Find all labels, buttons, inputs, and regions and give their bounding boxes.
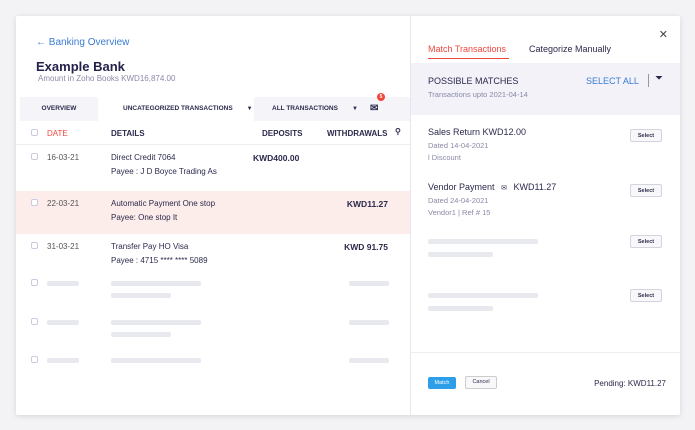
- skeleton: [47, 281, 79, 286]
- cancel-button[interactable]: Cancel: [465, 376, 497, 389]
- badge-count: 5: [377, 93, 385, 101]
- tab-match-transactions[interactable]: Match Transactions: [428, 44, 510, 59]
- row-payee: Payee : J D Boyce Trading As: [111, 167, 217, 176]
- match-title: Vendor Payment: [428, 182, 495, 192]
- tab-categorize-manually[interactable]: Categorize Manually: [529, 44, 612, 54]
- skeleton: [111, 293, 171, 298]
- skeleton: [47, 320, 79, 325]
- match-title: Sales Return KWD12.00: [428, 127, 527, 137]
- back-link[interactable]: ← Banking Overview: [36, 37, 130, 48]
- book-amount: Amount in Zoho Books KWD16,874.00: [38, 74, 176, 83]
- panel-footer: Match Cancel Pending: KWD11.27: [411, 352, 680, 415]
- match-date: Dated 24-04-2021: [428, 196, 489, 205]
- row-deposit: KWD400.00: [253, 153, 300, 163]
- select-all-link[interactable]: SELECT ALL: [586, 76, 639, 86]
- search-icon[interactable]: ⚲: [395, 127, 401, 136]
- col-date[interactable]: DATE: [47, 129, 68, 138]
- row-date: 31-03-21: [47, 242, 80, 251]
- row-checkbox[interactable]: [31, 199, 38, 206]
- inbox-icon: ✉: [370, 103, 379, 114]
- row-details: Automatic Payment One stop: [111, 199, 216, 208]
- row-withdrawal: KWD11.27: [346, 199, 388, 209]
- tab-uncategorized[interactable]: UNCATEGORIZED TRANSACTIONS ▼: [98, 97, 254, 121]
- skeleton: [111, 281, 201, 286]
- table-row[interactable]: 31-03-21 Transfer Pay HO Visa Payee : 47…: [16, 234, 410, 279]
- select-button[interactable]: Select: [630, 184, 662, 197]
- banking-card: ← Banking Overview Example Bank Amount i…: [16, 16, 680, 415]
- match-date: Dated 14-04-2021: [428, 141, 489, 150]
- row-withdrawal: KWD 91.75: [344, 242, 388, 252]
- row-details: Transfer Pay HO Visa: [111, 242, 189, 251]
- select-button[interactable]: Select: [630, 289, 662, 302]
- tab-bar: OVERVIEW UNCATEGORIZED TRANSACTIONS ▼ ALL…: [20, 93, 410, 121]
- attachment-icon: ✉: [501, 185, 507, 192]
- skeleton: [349, 358, 389, 363]
- tab-label: UNCATEGORIZED TRANSACTIONS: [123, 105, 233, 112]
- skeleton: [111, 358, 201, 363]
- row-checkbox[interactable]: [31, 242, 38, 249]
- tab-overview[interactable]: OVERVIEW: [20, 97, 98, 121]
- col-deposits: DEPOSITS: [262, 129, 303, 138]
- caret-down-icon: ▼: [246, 106, 253, 112]
- statement-inbox-button[interactable]: ✉ 5: [370, 93, 385, 121]
- match-amount: KWD11.27: [513, 182, 557, 192]
- possible-matches-header: POSSIBLE MATCHES Transactions upto 2021-…: [411, 63, 680, 115]
- match-panel: ✕ Match Transactions Categorize Manually…: [410, 16, 680, 415]
- match-meta: l Discount: [428, 153, 461, 162]
- row-payee: Payee: One stop It: [111, 213, 178, 222]
- row-checkbox[interactable]: [31, 153, 38, 160]
- page-title: Example Bank: [36, 59, 125, 74]
- skeleton: [349, 320, 389, 325]
- tab-label: ALL TRANSACTIONS: [272, 105, 338, 112]
- close-icon[interactable]: ✕: [658, 29, 668, 41]
- skeleton: [111, 332, 171, 337]
- col-withdrawals: WITHDRAWALS: [327, 129, 388, 138]
- match-item: Sales Return KWD12.00 Dated 14-04-2021 l…: [428, 127, 526, 162]
- table-header: DATE DETAILS DEPOSITS WITHDRAWALS ⚲: [16, 121, 410, 145]
- select-all-checkbox[interactable]: [31, 129, 38, 136]
- row-checkbox[interactable]: [31, 356, 38, 363]
- row-checkbox[interactable]: [31, 318, 38, 325]
- tab-all-transactions[interactable]: ALL TRANSACTIONS ▼: [254, 97, 364, 121]
- row-date: 22-03-21: [47, 199, 80, 208]
- match-item: Vendor Payment ✉ KWD11.27 Dated 24-04-20…: [428, 182, 556, 217]
- skeleton: [111, 320, 201, 325]
- table-row-selected[interactable]: 22-03-21 Automatic Payment One stop Paye…: [16, 191, 410, 234]
- row-payee: Payee : 4715 **** **** 5089: [111, 256, 208, 265]
- tab-label: OVERVIEW: [41, 105, 77, 112]
- skeleton: [47, 358, 79, 363]
- transactions-pane: ← Banking Overview Example Bank Amount i…: [16, 16, 410, 415]
- skeleton: [428, 293, 538, 298]
- transactions-upto: Transactions upto 2021-04-14: [428, 90, 528, 99]
- skeleton: [428, 252, 493, 257]
- match-button[interactable]: Match: [428, 377, 456, 389]
- row-date: 16-03-21: [47, 153, 80, 162]
- skeleton: [428, 306, 493, 311]
- row-checkbox[interactable]: [31, 279, 38, 286]
- divider: [648, 74, 649, 87]
- pending-amount: Pending: KWD11.27: [594, 379, 666, 388]
- match-meta: Vendor1 | Ref # 15: [428, 208, 491, 217]
- skeleton: [428, 239, 538, 244]
- back-label: Banking Overview: [48, 37, 130, 48]
- col-details: DETAILS: [111, 129, 145, 138]
- row-details: Direct Credit 7064: [111, 153, 176, 162]
- table-row[interactable]: 16-03-21 Direct Credit 7064 Payee : J D …: [16, 146, 410, 191]
- select-button[interactable]: Select: [630, 235, 662, 248]
- select-button[interactable]: Select: [630, 129, 662, 142]
- section-title: POSSIBLE MATCHES: [428, 76, 519, 86]
- caret-down-icon: ▼: [351, 106, 358, 112]
- skeleton: [349, 281, 389, 286]
- filter-icon[interactable]: ⏷: [655, 73, 663, 84]
